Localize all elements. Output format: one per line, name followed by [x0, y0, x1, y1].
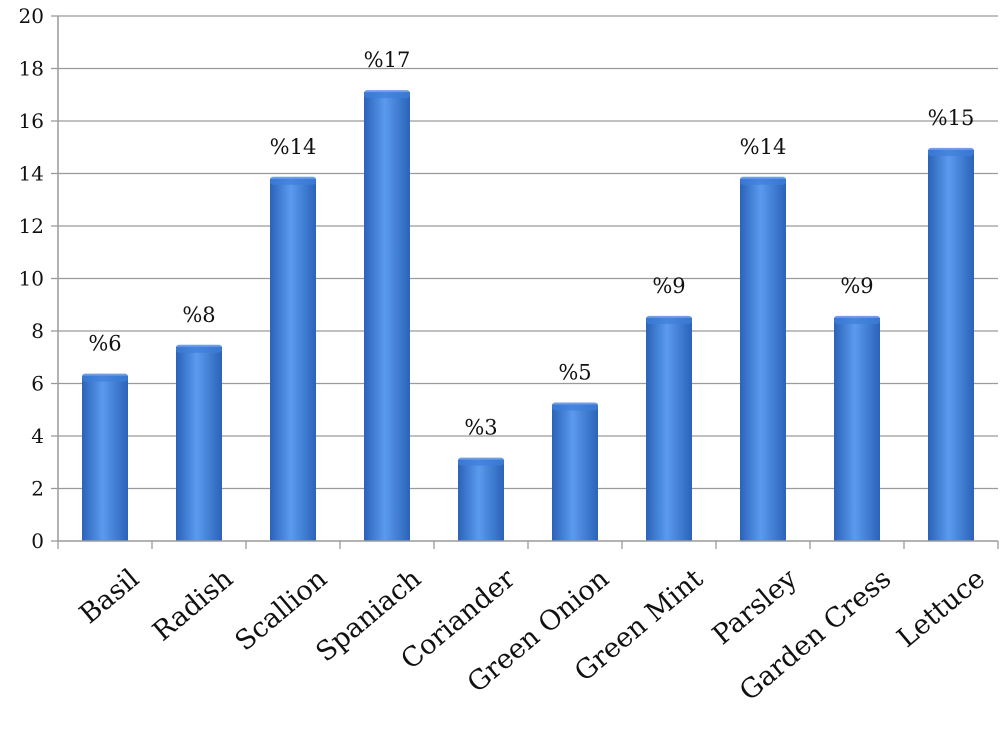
data-label: %17 [364, 48, 411, 72]
data-labels: %6 %8 %14 %17 %3 %5 %9 %14 %9 %15 [88, 48, 974, 440]
bar-cap [552, 402, 598, 411]
data-label: %8 [182, 303, 215, 327]
y-tick-label: 6 [31, 372, 44, 396]
bars [82, 90, 974, 541]
bar [458, 457, 504, 541]
y-tick-label: 10 [19, 267, 44, 291]
bar-body [834, 317, 880, 541]
x-axis-labels: Basil RadishScallionSpaniachCorianderGree… [57, 541, 999, 707]
y-tick-label: 2 [31, 477, 44, 501]
bar [834, 315, 880, 541]
bar-cap [458, 457, 504, 466]
data-label: %5 [558, 361, 591, 385]
bar [740, 176, 786, 541]
bar [82, 373, 128, 541]
data-label: %14 [270, 135, 317, 159]
bar-body [270, 178, 316, 541]
y-tick-label: 4 [31, 424, 44, 448]
y-tick-label: 16 [19, 109, 44, 133]
data-label: %9 [840, 274, 873, 298]
data-label: %9 [652, 274, 685, 298]
y-tick-label: 14 [19, 162, 44, 186]
bar-cap [928, 147, 974, 156]
bar-body [552, 404, 598, 541]
bar-cap [646, 315, 692, 324]
data-label: %3 [464, 416, 497, 440]
y-tick-label: 18 [19, 57, 44, 81]
bar-body [740, 178, 786, 541]
x-category-label: Radish [147, 563, 239, 647]
y-tick-label: 20 [19, 4, 44, 28]
bar [552, 402, 598, 541]
bar-cap [834, 315, 880, 324]
bar-body [176, 346, 222, 541]
data-label: %6 [88, 332, 121, 356]
bar [270, 176, 316, 541]
y-tick-label: 12 [19, 214, 44, 238]
bar-body [82, 375, 128, 541]
x-category-label: Lettuce [891, 563, 991, 654]
bar-cap [270, 176, 316, 185]
bar [364, 90, 410, 541]
bar-cap [740, 176, 786, 185]
bar [176, 344, 222, 541]
bar-body [364, 92, 410, 541]
bar-cap [176, 344, 222, 353]
x-category-label: Basil [74, 563, 145, 630]
bar-cap [364, 90, 410, 99]
data-label: %14 [740, 135, 787, 159]
y-axis-ticks: 0 2 4 6 8 10 12 14 16 18 20 [19, 4, 58, 553]
bar [646, 315, 692, 541]
bar [928, 147, 974, 541]
bar-body [646, 317, 692, 541]
data-label: %15 [928, 106, 975, 130]
bar-body [458, 459, 504, 541]
bar-cap [82, 373, 128, 382]
y-tick-label: 8 [31, 319, 44, 343]
bar-body [928, 149, 974, 541]
y-tick-label: 0 [31, 529, 44, 553]
